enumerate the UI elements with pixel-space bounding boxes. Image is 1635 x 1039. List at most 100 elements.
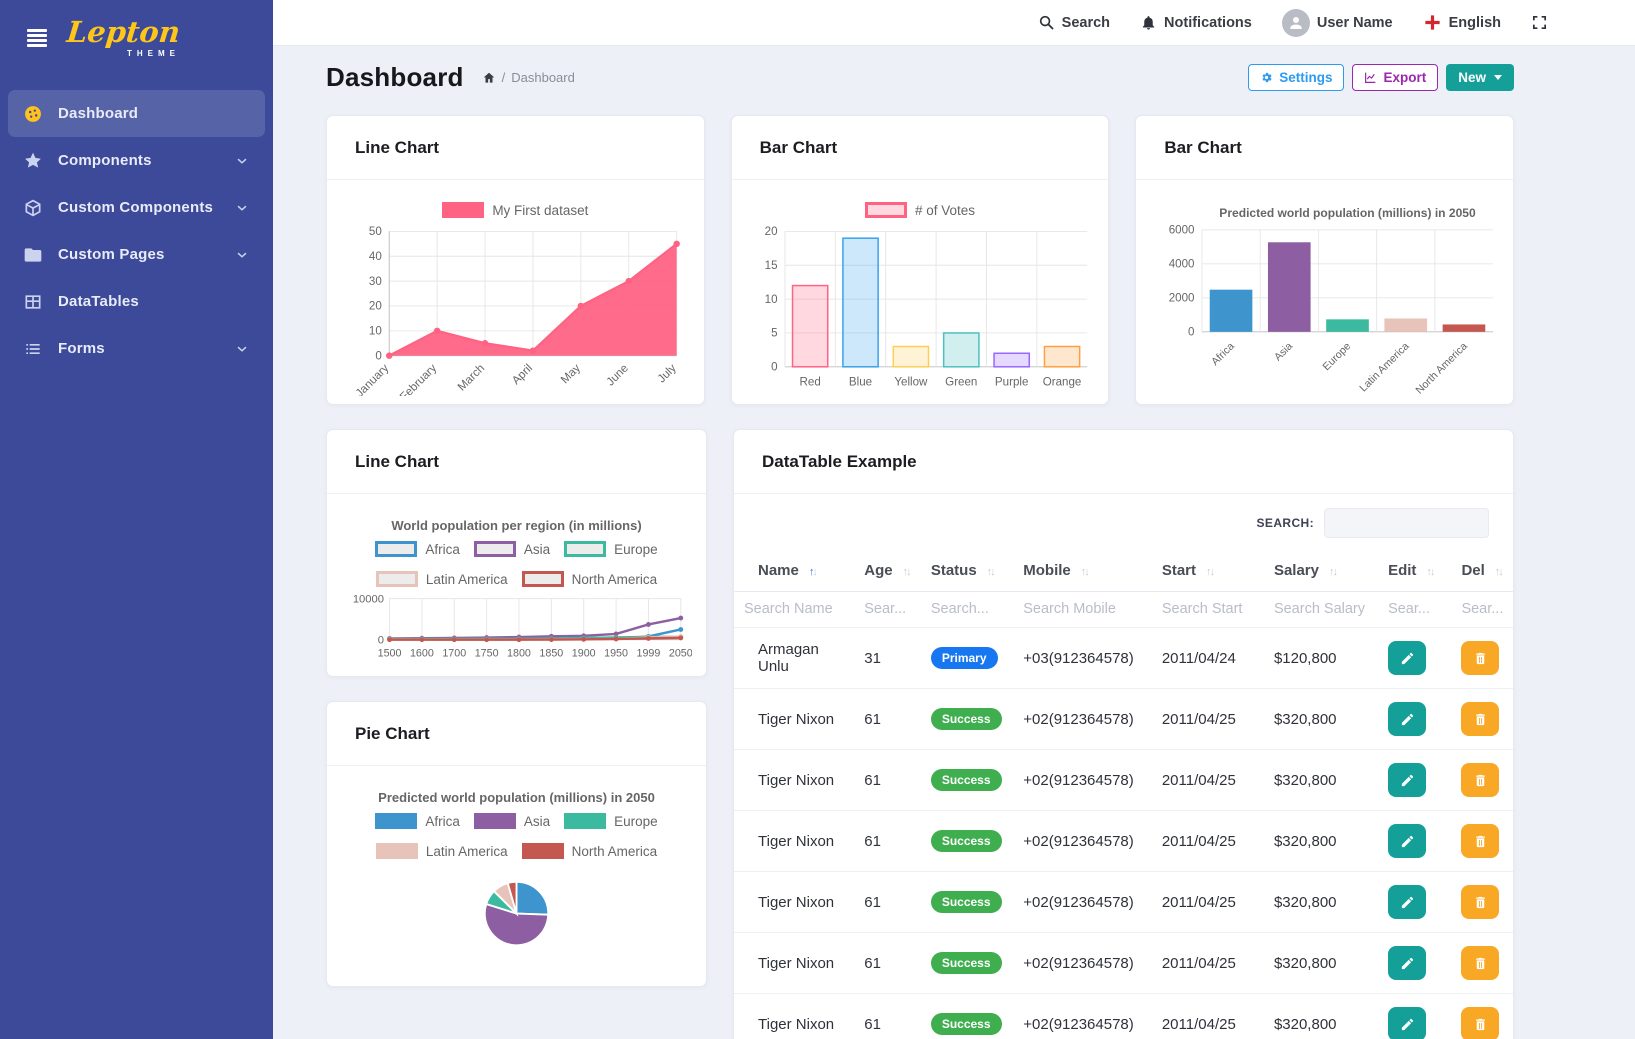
- user-icon: [1287, 14, 1305, 32]
- edit-button[interactable]: [1388, 824, 1427, 858]
- table-icon: [23, 292, 43, 312]
- status-badge: Success: [930, 708, 1002, 730]
- legend-item[interactable]: Africa: [375, 541, 460, 557]
- sidebar-item-custom-pages[interactable]: Custom Pages: [8, 231, 265, 278]
- cell-del: [1451, 932, 1513, 994]
- delete-button[interactable]: [1461, 641, 1500, 675]
- breadcrumb-current[interactable]: Dashboard: [511, 70, 575, 85]
- svg-text:15: 15: [764, 260, 777, 272]
- status-badge: Success: [930, 952, 1002, 974]
- sidebar-item-dashboard[interactable]: Dashboard: [8, 90, 265, 137]
- table-row: Tiger Nixon 61 Success +02(912364578) 20…: [734, 810, 1513, 872]
- column-header-name[interactable]: Name ↑ ↓: [734, 550, 855, 592]
- home-icon[interactable]: [482, 71, 496, 85]
- column-header-salary[interactable]: Salary ↑ ↓: [1263, 550, 1379, 592]
- delete-button[interactable]: [1461, 824, 1500, 858]
- column-header-status[interactable]: Status ↑ ↓: [920, 550, 1014, 592]
- svg-text:10: 10: [369, 326, 382, 338]
- legend-item[interactable]: My First dataset: [442, 202, 588, 218]
- legend-item[interactable]: Asia: [473, 541, 550, 557]
- pencil-icon: [1400, 956, 1415, 971]
- cell-mobile: +02(912364578): [1013, 932, 1152, 994]
- delete-button[interactable]: [1461, 1007, 1500, 1039]
- search-button[interactable]: Search: [1038, 14, 1110, 31]
- new-dropdown-button[interactable]: New: [1446, 64, 1514, 91]
- cell-name: Tiger Nixon: [734, 993, 855, 1039]
- svg-text:1800: 1800: [507, 647, 531, 659]
- delete-button[interactable]: [1461, 702, 1500, 736]
- table-search-input[interactable]: [1324, 508, 1489, 538]
- app-logo[interactable]: Lepton THEME: [65, 15, 182, 58]
- sidebar-item-custom-components[interactable]: Custom Components: [8, 184, 265, 231]
- edit-button[interactable]: [1388, 763, 1427, 797]
- legend-item[interactable]: Africa: [375, 813, 460, 829]
- cell-age: 61: [854, 749, 921, 811]
- svg-text:1950: 1950: [604, 647, 628, 659]
- svg-text:10000: 10000: [353, 593, 384, 605]
- gauge-icon: [23, 104, 43, 124]
- legend-item[interactable]: North America: [521, 571, 657, 587]
- filter-input-start[interactable]: [1161, 601, 1254, 617]
- fullscreen-button[interactable]: [1531, 14, 1548, 31]
- menu-toggle-icon[interactable]: [27, 29, 47, 47]
- column-header-age[interactable]: Age ↑ ↓: [854, 550, 921, 592]
- edit-button[interactable]: [1388, 702, 1427, 736]
- sort-icons: ↑ ↓: [986, 566, 996, 578]
- column-header-del[interactable]: Del ↑ ↓: [1451, 550, 1513, 592]
- sidebar-nav: Dashboard Components Custom Components C…: [0, 90, 273, 372]
- legend-item[interactable]: Latin America: [375, 843, 508, 859]
- filter-input-name[interactable]: [744, 601, 845, 617]
- sidebar-item-forms[interactable]: Forms: [8, 325, 265, 372]
- pencil-icon: [1400, 651, 1415, 666]
- sidebar-item-components[interactable]: Components: [8, 137, 265, 184]
- cell-name: Tiger Nixon: [734, 932, 855, 994]
- filter-input-edit[interactable]: [1388, 601, 1442, 617]
- svg-text:March: March: [456, 362, 487, 393]
- edit-button[interactable]: [1388, 1007, 1427, 1039]
- chart-canvas: 0 5 10 15 20 Red Blue Yellow Green Purple Orange: [764, 226, 1087, 388]
- column-header-edit[interactable]: Edit ↑ ↓: [1378, 550, 1452, 592]
- cell-name: Tiger Nixon: [734, 810, 855, 872]
- svg-text:February: February: [398, 362, 439, 396]
- legend-item[interactable]: Europe: [564, 541, 658, 557]
- table-row: Armagan Unlu 31 Primary +03(912364578) 2…: [734, 627, 1513, 689]
- legend-item[interactable]: Asia: [473, 813, 550, 829]
- notifications-button[interactable]: Notifications: [1140, 14, 1252, 31]
- column-header-start[interactable]: Start ↑ ↓: [1151, 550, 1264, 592]
- legend-swatch: [473, 813, 516, 829]
- filter-row: [734, 591, 1513, 628]
- edit-button[interactable]: [1388, 885, 1427, 919]
- svg-text:1900: 1900: [572, 647, 596, 659]
- legend-item[interactable]: Latin America: [375, 571, 508, 587]
- filter-input-age[interactable]: [864, 601, 911, 617]
- cell-mobile: +03(912364578): [1013, 627, 1152, 689]
- filter-input-salary[interactable]: [1273, 601, 1369, 617]
- edit-button[interactable]: [1388, 946, 1427, 980]
- filter-input-mobile[interactable]: [1023, 601, 1142, 617]
- delete-button[interactable]: [1461, 885, 1500, 919]
- bell-icon: [1140, 14, 1157, 31]
- delete-button[interactable]: [1461, 763, 1500, 797]
- legend-item[interactable]: Europe: [564, 813, 658, 829]
- sidebar-item-label: Custom Components: [58, 199, 214, 216]
- card-datatable: DataTable Example SEARCH: Name ↑ ↓ Age ↑ ↓ Sta…: [733, 429, 1514, 1039]
- export-button[interactable]: Export: [1352, 64, 1439, 91]
- filter-input-del[interactable]: [1461, 601, 1503, 617]
- delete-button[interactable]: [1461, 946, 1500, 980]
- status-badge: Primary: [930, 647, 998, 669]
- legend-swatch: [375, 541, 418, 557]
- svg-text:6000: 6000: [1169, 225, 1195, 237]
- sidebar-item-datatables[interactable]: DataTables: [8, 278, 265, 325]
- cell-start: 2011/04/25: [1151, 993, 1264, 1039]
- svg-text:20: 20: [764, 226, 777, 238]
- language-selector[interactable]: English: [1423, 13, 1501, 32]
- svg-text:1850: 1850: [539, 647, 563, 659]
- legend-item[interactable]: North America: [521, 843, 657, 859]
- filter-input-status[interactable]: [930, 601, 1004, 617]
- settings-button[interactable]: Settings: [1248, 64, 1345, 91]
- caret-down-icon: [1494, 75, 1502, 80]
- user-menu[interactable]: User Name: [1281, 8, 1393, 37]
- legend-item[interactable]: # of Votes: [864, 202, 975, 218]
- edit-button[interactable]: [1388, 641, 1427, 675]
- column-header-mobile[interactable]: Mobile ↑ ↓: [1013, 550, 1152, 592]
